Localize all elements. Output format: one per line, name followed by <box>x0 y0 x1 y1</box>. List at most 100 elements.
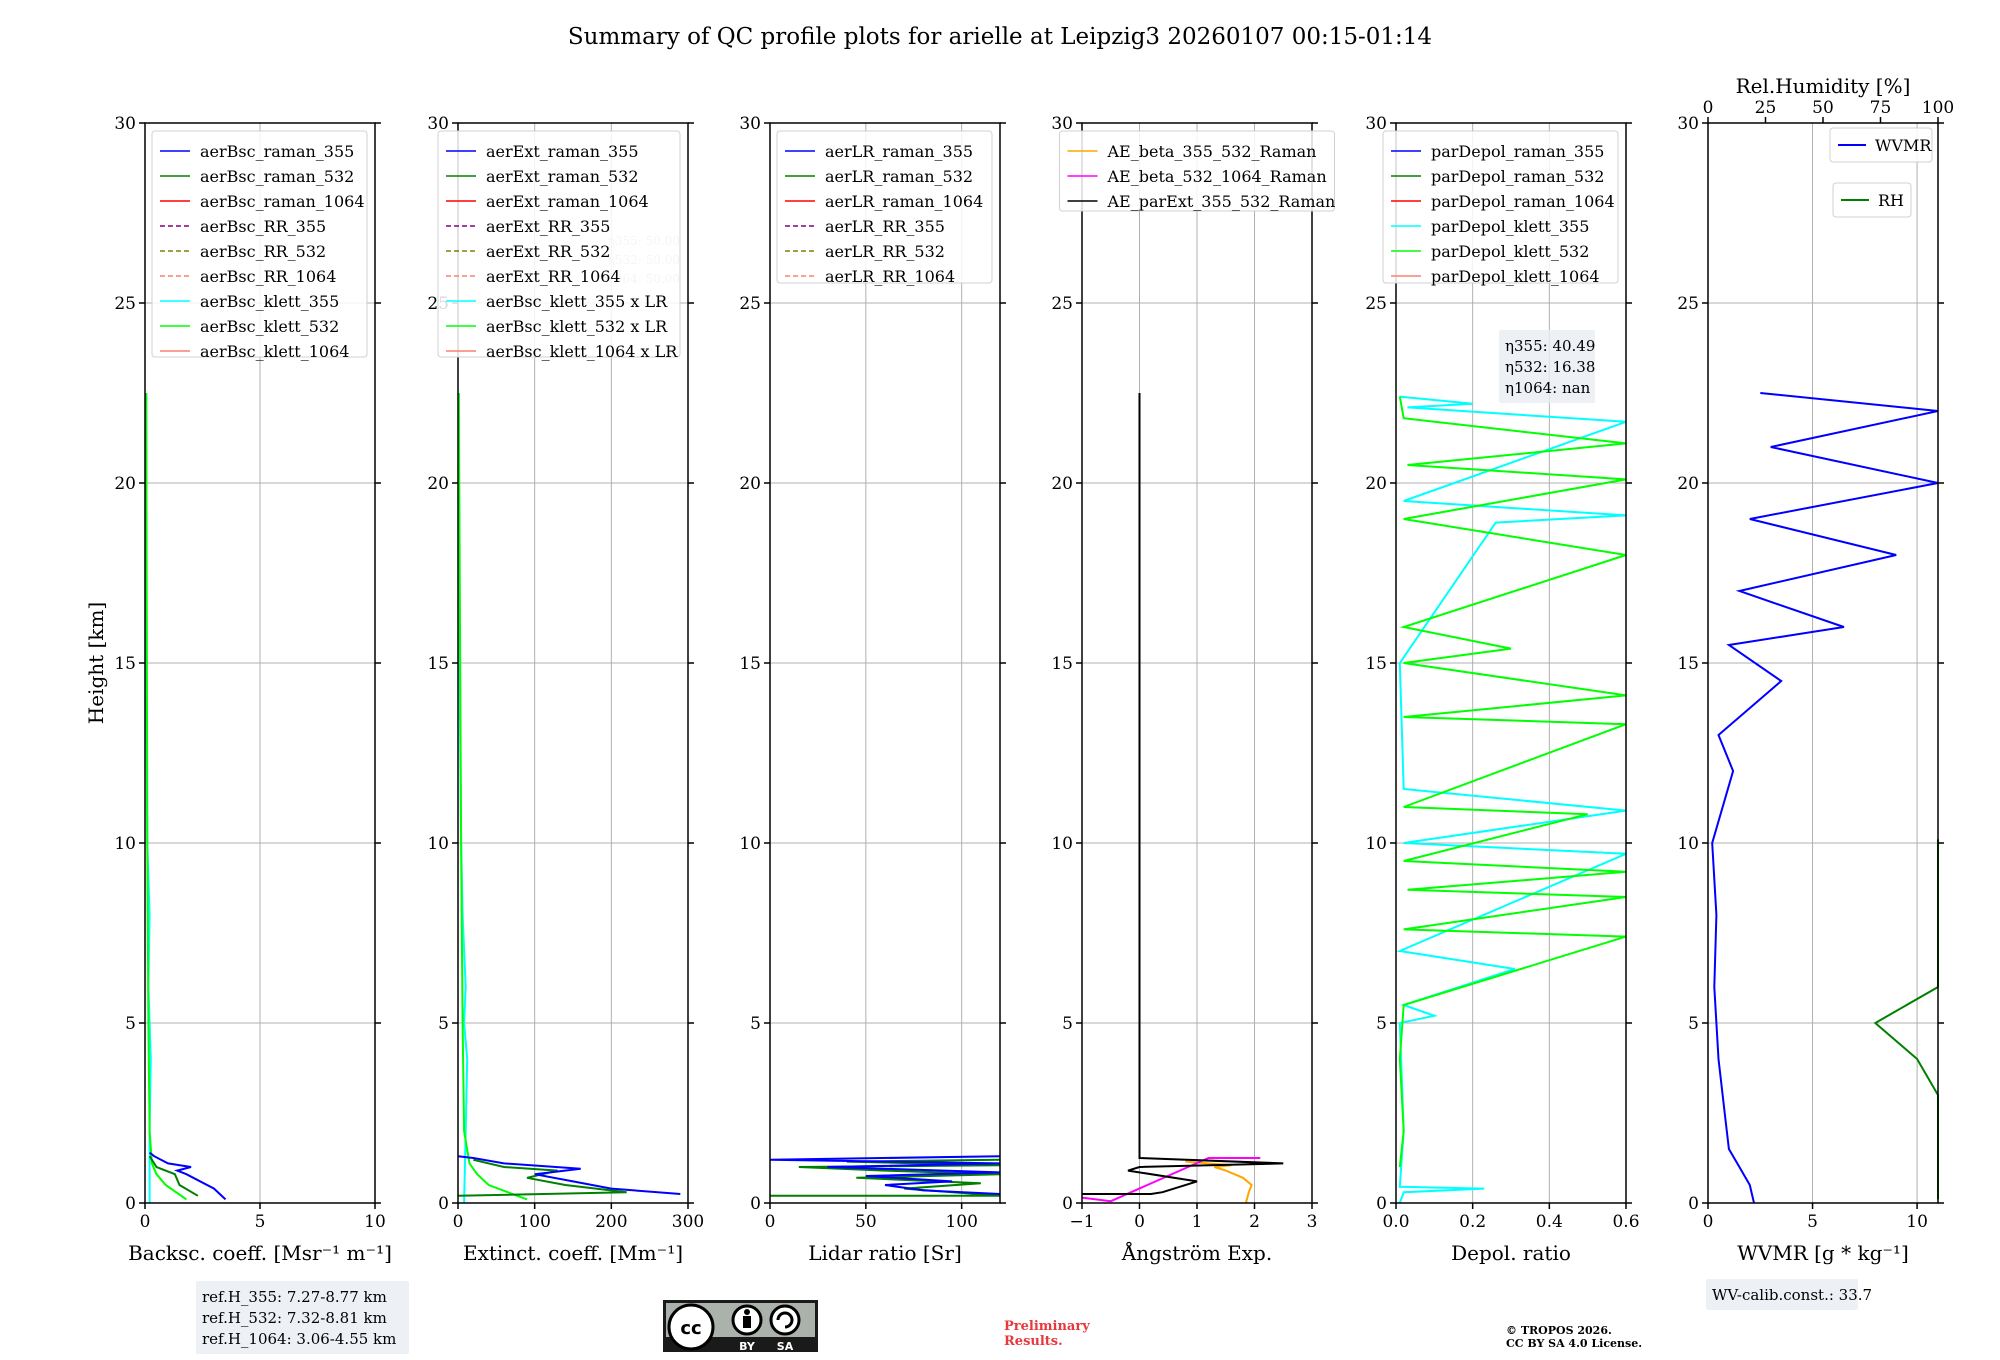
x-tick-label: 0.0 <box>1382 1212 1409 1232</box>
legend-box <box>1059 130 1335 212</box>
copyright-line1: © TROPOS 2026. <box>1506 1324 1612 1337</box>
legend: aerLR_raman_355 aerLR_raman_532 aerLR_rama… <box>776 130 993 286</box>
y-tick-label: 30 <box>1677 114 1699 134</box>
x-tick-label: 0.2 <box>1459 1212 1486 1232</box>
top-x-tick-label: 25 <box>1755 98 1777 118</box>
legend-label: AE_beta_532_1064_Raman <box>1107 167 1327 186</box>
series-WVMR <box>1711 392 1939 1204</box>
legend-box <box>437 130 681 358</box>
legend-label: aerBsc_klett_532 x LR <box>486 317 668 336</box>
x-axis-label: Lidar ratio [Sr] <box>808 1241 962 1265</box>
legend: aerExt_raman_355 aerExt_raman_532 aerExt_r… <box>437 130 681 361</box>
x-tick-label: 50 <box>855 1212 877 1232</box>
legend-box <box>1829 127 1933 163</box>
y-tick-label: 20 <box>427 474 449 494</box>
legend-box <box>1832 182 1912 218</box>
x-tick-label: 5 <box>255 1212 266 1232</box>
y-tick-label: 10 <box>739 834 761 854</box>
y-tick-label: 10 <box>114 834 136 854</box>
y-tick-label: 30 <box>1051 114 1073 134</box>
legend-label: AE_parExt_355_532_Raman <box>1107 192 1336 211</box>
x-tick-label: 0 <box>1134 1212 1145 1232</box>
series-parDepol_klett_355 <box>1396 395 1627 1204</box>
legend-label: aerExt_RR_355 <box>486 217 610 236</box>
legend-label: aerLR_raman_355 <box>825 142 973 161</box>
x-tick-label: 0.6 <box>1612 1212 1639 1232</box>
y-tick-label: 0 <box>1376 1194 1387 1214</box>
y-tick-label: 5 <box>125 1014 136 1034</box>
series-parDepol_klett_532 <box>1398 396 1627 1168</box>
x-tick-label: 10 <box>1906 1212 1928 1232</box>
legend-label: aerLR_RR_1064 <box>825 267 955 286</box>
legend-label: aerExt_RR_1064 <box>486 267 621 286</box>
top-x-axis-label: Rel.Humidity [%] <box>1736 74 1911 98</box>
legend-box <box>1382 130 1619 284</box>
cc-icon-label: cc <box>680 1318 701 1339</box>
legend-label: aerLR_RR_532 <box>825 242 945 261</box>
x-tick-label: 0 <box>453 1212 464 1232</box>
legend: WVMR RH <box>1829 127 1933 218</box>
annotation-line: ref.H_355: 7.27-8.77 km <box>202 1288 387 1306</box>
annotation-bg <box>1706 1279 1858 1310</box>
y-tick-label: 5 <box>750 1014 761 1034</box>
legend-label: aerLR_RR_355 <box>825 217 945 236</box>
y-tick-label: 20 <box>739 474 761 494</box>
y-tick-label: 5 <box>1062 1014 1073 1034</box>
series-group <box>457 392 681 1204</box>
panel-depol: 0 5 10 15 20 25 30 0.0 0.2 0.4 0.6 Depol. ratio parD… <box>1365 114 1639 1265</box>
series-group <box>145 392 227 1203</box>
legend-label: aerExt_raman_355 <box>486 142 639 161</box>
legend-label: parDepol_raman_1064 <box>1431 192 1615 211</box>
y-tick-label: 0 <box>125 1194 136 1214</box>
legend-label: parDepol_klett_355 <box>1431 217 1589 236</box>
series-AE_beta_532_1064_Raman <box>1081 1157 1261 1203</box>
x-axis-label: Extinct. coeff. [Mm⁻¹] <box>463 1241 683 1265</box>
x-tick-label: 5 <box>1807 1212 1818 1232</box>
panel-lr: 0 5 10 15 20 25 30 0 50 100 Lidar ratio [Sr] aerLR_… <box>739 114 1006 1265</box>
annotation-bg <box>196 1281 409 1354</box>
sa-icon <box>769 1304 801 1336</box>
legend-label: aerBsc_RR_532 <box>200 242 326 261</box>
legend-label: aerBsc_RR_355 <box>200 217 326 236</box>
series-aerExt_raman_532 <box>457 1158 627 1197</box>
legend-label: aerBsc_klett_532 <box>200 317 339 336</box>
legend-label: aerExt_RR_532 <box>486 242 610 261</box>
annotation-box: η355: 40.49 η532: 16.38 η1064: nan <box>1499 330 1595 403</box>
y-tick-label: 15 <box>114 654 136 674</box>
y-tick-label: 10 <box>427 834 449 854</box>
preliminary-line1: Preliminary <box>1004 1319 1090 1334</box>
legend-box <box>151 130 368 358</box>
series-group <box>1081 393 1284 1204</box>
top-x-tick-label: 50 <box>1812 98 1834 118</box>
y-tick-label: 15 <box>739 654 761 674</box>
y-tick-label: 30 <box>1365 114 1387 134</box>
annotation-box: WV-calib.const.: 33.7 <box>1706 1279 1872 1310</box>
legend-label: aerBsc_raman_532 <box>200 167 354 186</box>
x-tick-label: 0 <box>765 1212 776 1232</box>
legend-label: aerBsc_raman_355 <box>200 142 354 161</box>
legend-label: aerBsc_klett_355 <box>200 292 339 311</box>
y-tick-label: 0 <box>438 1194 449 1214</box>
y-tick-label: 30 <box>739 114 761 134</box>
legend-label: aerBsc_klett_355 x LR <box>486 292 668 311</box>
series-aerBsc_raman_532 <box>148 1155 199 1197</box>
figure-title: Summary of QC profile plots for arielle … <box>568 24 1432 50</box>
x-axis-label: WVMR [g * kg⁻¹] <box>1737 1241 1909 1265</box>
x-tick-label: 2 <box>1249 1212 1260 1232</box>
x-axis-label: Ångström Exp. <box>1121 1240 1272 1265</box>
x-axis-label: Depol. ratio <box>1451 1241 1571 1265</box>
y-tick-label: 10 <box>1365 834 1387 854</box>
y-tick-label: 15 <box>1051 654 1073 674</box>
legend-label: parDepol_raman_532 <box>1431 167 1604 186</box>
panel-ext: 0510152025300100200300Extinct. coeff. [M… <box>427 114 704 1265</box>
y-tick-label: 25 <box>1677 294 1699 314</box>
y-tick-label: 25 <box>739 294 761 314</box>
annotation-line: η355: 40.49 <box>1505 337 1595 355</box>
legend-label: aerBsc_klett_1064 <box>200 342 349 361</box>
y-tick-label: 10 <box>1677 834 1699 854</box>
series-group <box>769 1155 1001 1197</box>
legend-label: parDepol_klett_532 <box>1431 242 1589 261</box>
series-aerExt_raman_355 <box>457 1155 681 1195</box>
